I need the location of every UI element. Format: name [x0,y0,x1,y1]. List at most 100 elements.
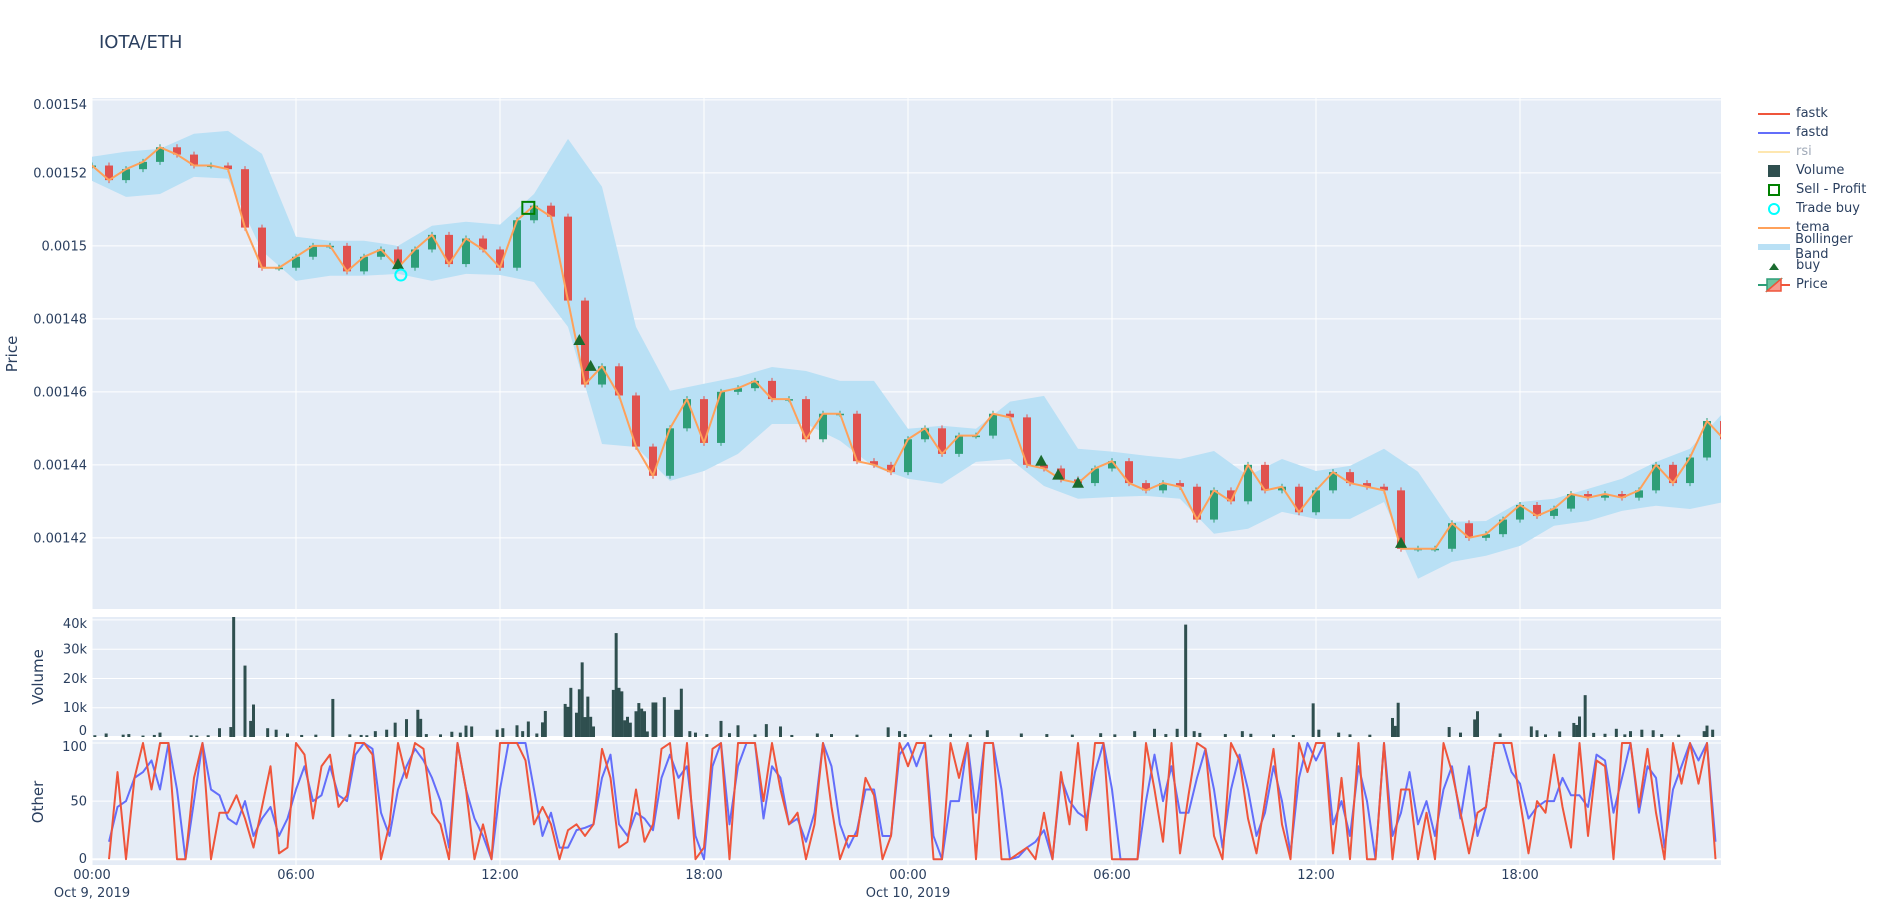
volume-bar[interactable] [1272,734,1275,737]
candle[interactable] [241,169,249,228]
volume-bar[interactable] [1498,733,1502,737]
volume-bar[interactable] [1311,703,1315,737]
volume-bar[interactable] [728,733,731,737]
legend-item-rsi[interactable]: rsi [1756,142,1888,161]
candle[interactable] [1193,486,1201,520]
candle[interactable] [768,380,776,400]
volume-bar[interactable] [903,734,907,737]
candle[interactable] [224,165,232,170]
volume-bar[interactable] [405,719,408,737]
volume-bar[interactable] [790,734,794,737]
volume-bar[interactable] [677,709,680,737]
volume-bar[interactable] [218,728,221,737]
candle[interactable] [445,234,453,265]
volume-bar[interactable] [898,731,901,737]
legend-item-buy[interactable]: buy [1756,256,1888,275]
volume-bar[interactable] [662,697,666,737]
candle[interactable] [547,205,555,217]
candle[interactable] [1669,464,1677,484]
volume-bar[interactable] [577,689,581,737]
candle[interactable] [887,464,895,473]
candle[interactable] [564,216,572,301]
volume-bar[interactable] [1133,731,1137,737]
candle[interactable] [1227,490,1235,502]
volume-bar[interactable] [543,710,547,737]
legend-item-bollinger-band[interactable]: Bollinger Band [1756,232,1888,262]
volume-bar[interactable] [439,734,442,737]
volume-bar[interactable] [274,729,278,737]
legend-item-trade-buy[interactable]: Trade buy [1756,199,1888,218]
candle[interactable] [802,399,810,440]
volume-bar[interactable] [1677,734,1681,737]
volume-bar[interactable] [1317,729,1321,737]
volume-bar[interactable] [252,704,255,737]
candle[interactable] [1210,490,1218,520]
volume-bar[interactable] [566,706,570,737]
volume-bar[interactable] [589,716,593,737]
candle[interactable] [615,366,623,396]
candle[interactable] [1584,494,1592,498]
candle[interactable] [1176,483,1184,487]
volume-bar[interactable] [949,733,952,737]
candle[interactable] [1125,461,1133,484]
candle[interactable] [1040,464,1048,469]
volume-bar[interactable] [1629,731,1632,737]
candle[interactable] [513,220,521,268]
volume-bar[interactable] [331,698,335,737]
volume-bar[interactable] [152,734,156,737]
volume-bar[interactable] [286,733,289,737]
volume-bar[interactable] [121,734,125,737]
volume-bar[interactable] [141,735,145,737]
volume-bar[interactable] [535,733,539,737]
candle[interactable] [1703,421,1711,458]
volume-bar[interactable] [1529,726,1533,737]
candle[interactable] [921,428,929,440]
volume-bar[interactable] [501,728,505,737]
volume-bar[interactable] [855,734,859,737]
candle[interactable] [343,245,351,272]
candle[interactable] [139,161,147,170]
volume-bar[interactable] [1249,733,1253,737]
volume-bar[interactable] [614,633,618,737]
candle[interactable] [105,165,113,181]
candle[interactable] [1295,486,1303,513]
volume-bar[interactable] [1603,733,1607,737]
volume-bar[interactable] [206,735,210,737]
sell-profit-marker[interactable] [521,200,536,215]
candle[interactable] [1516,504,1524,520]
candle[interactable] [989,413,997,436]
volume-bar[interactable] [1558,731,1562,737]
volume-bar[interactable] [515,725,519,737]
volume-bar[interactable] [586,696,590,737]
volume-bar[interactable] [815,733,819,737]
candle[interactable] [1312,490,1320,513]
candle[interactable] [1108,461,1116,469]
volume-bar[interactable] [521,731,525,737]
volume-bar[interactable] [243,665,247,737]
volume-bar[interactable] [679,688,683,737]
other-panel[interactable] [108,742,1717,861]
candle[interactable] [1159,483,1167,491]
candle[interactable] [479,238,487,250]
volume-bar[interactable] [592,726,595,737]
volume-bar[interactable] [1544,734,1547,737]
volume-bar[interactable] [1575,725,1579,737]
candle[interactable] [632,395,640,447]
candle[interactable] [1380,486,1388,491]
legend-item-tema[interactable]: tema [1756,218,1888,237]
candle[interactable] [870,461,878,465]
volume-bar[interactable] [450,731,454,737]
candle[interactable] [258,227,266,268]
volume-bar[interactable] [1337,732,1341,737]
candle[interactable] [1346,472,1354,484]
buy-marker[interactable] [392,258,404,270]
candle[interactable] [360,256,368,272]
candle[interactable] [666,428,674,476]
candle[interactable] [1550,508,1558,516]
volume-bar[interactable] [195,735,199,737]
candle[interactable] [853,413,861,462]
candle[interactable] [649,446,657,476]
volume-bar[interactable] [1184,624,1188,737]
volume-bar[interactable] [314,734,318,737]
volume-bar[interactable] [1045,734,1049,737]
